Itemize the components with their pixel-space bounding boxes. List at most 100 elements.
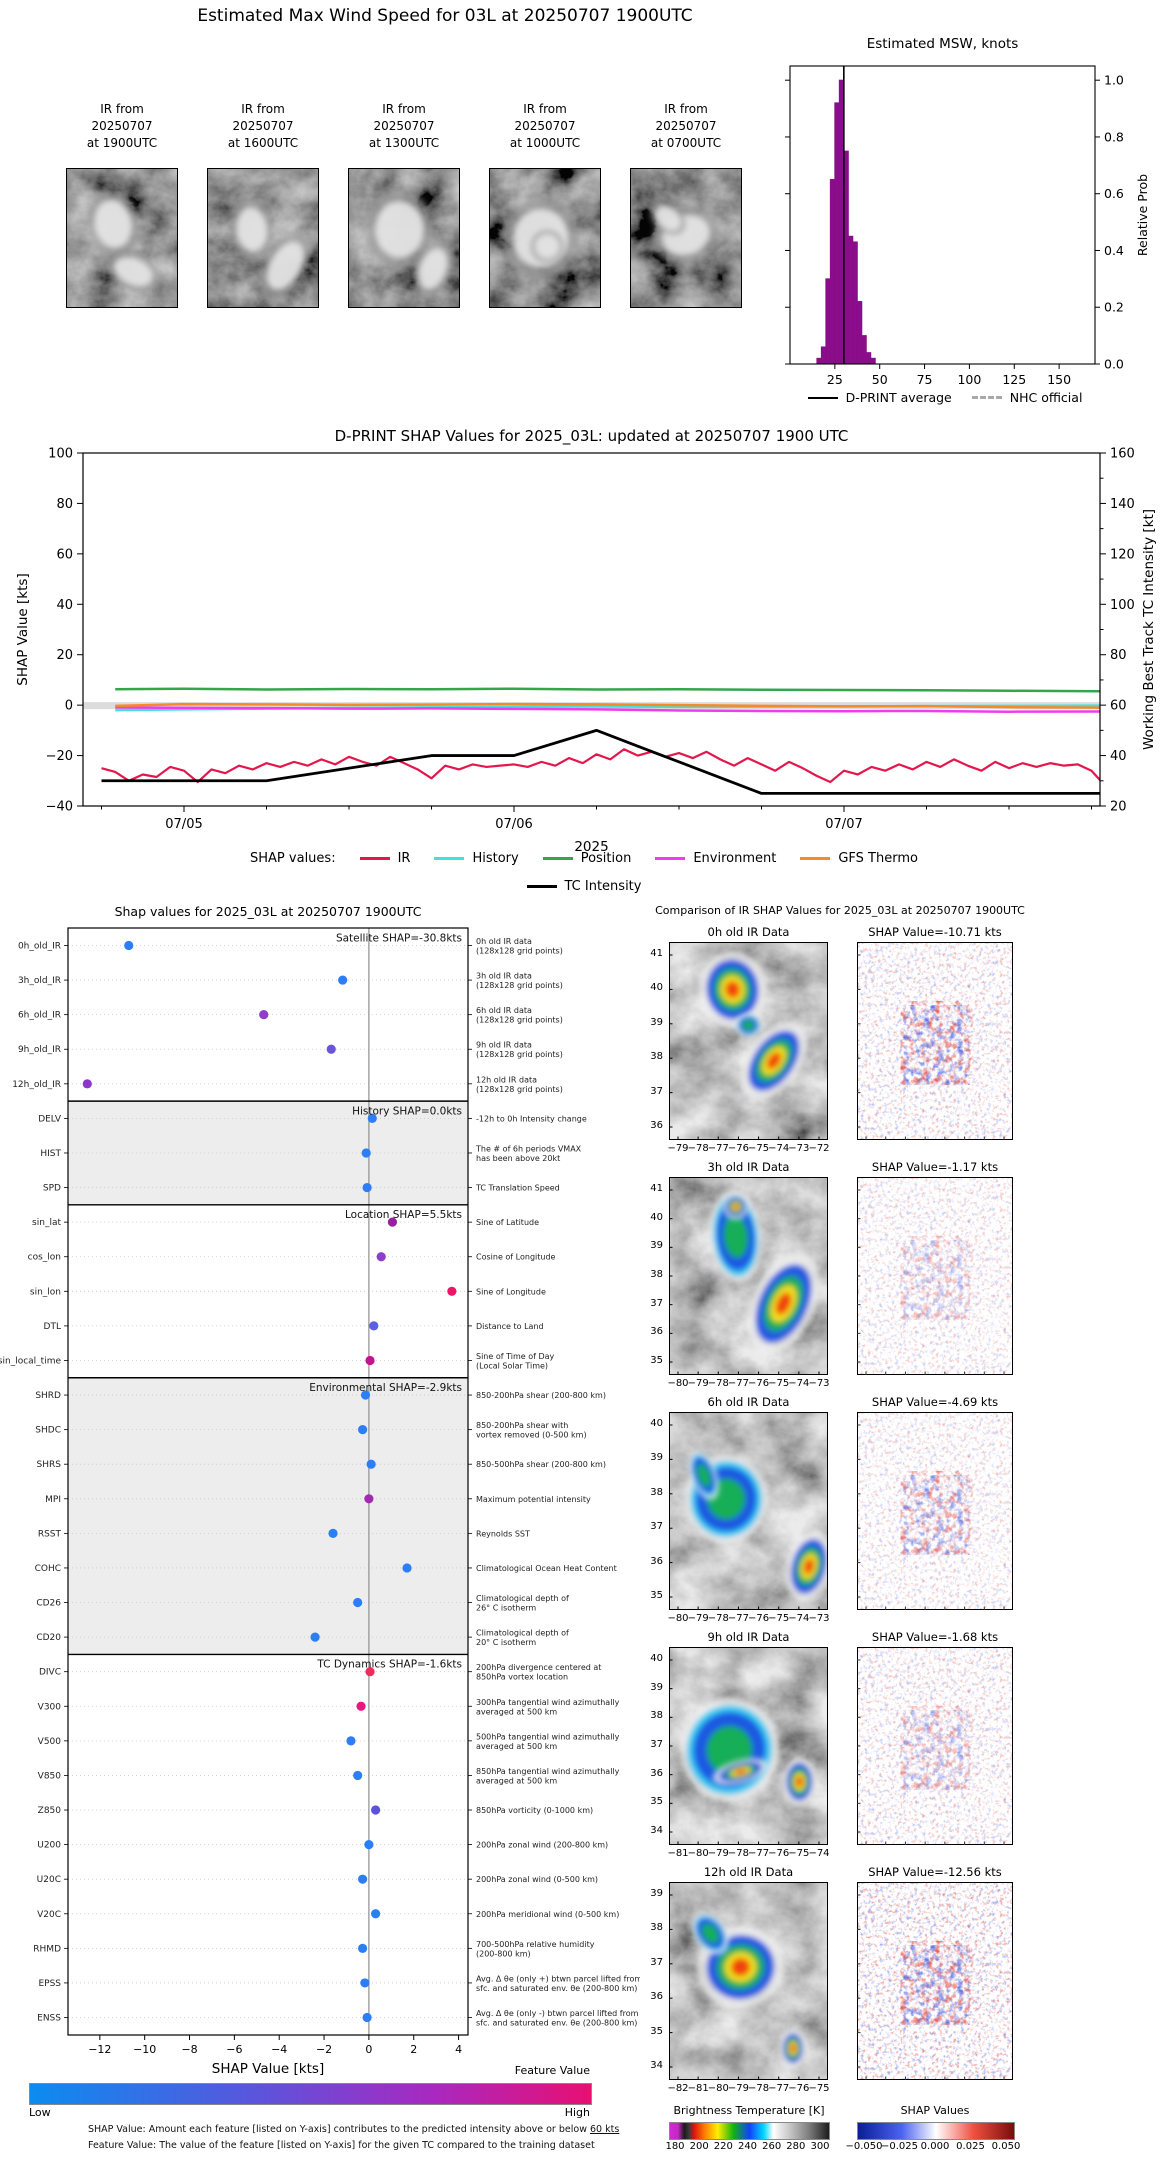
ir-thumbnail-image (207, 168, 319, 308)
ts-ytick-right: 120 (1110, 547, 1135, 562)
lat-tick-label: 36 (650, 1120, 663, 1131)
feature-description: Avg. Δ θe (only -) btwn parcel lifted fr… (476, 2009, 639, 2028)
lon-tick-label: −76 (748, 1378, 770, 1389)
histogram-bar (865, 352, 872, 365)
dotplot-xtick: −10 (133, 2043, 156, 2056)
lon-tick-label: −80 (667, 1613, 689, 1624)
bt-colorbar-tick: 280 (786, 2141, 806, 2152)
histogram-xtick: 100 (957, 372, 981, 387)
ts-ytick-left: 40 (56, 598, 73, 613)
shap-dot (353, 1597, 363, 1608)
dotplot-xlabel: SHAP Value [kts] (212, 2061, 324, 2077)
lon-tick-label: −77 (748, 1848, 770, 1859)
shap-dot (371, 1805, 381, 1815)
nhc-official-swatch (971, 396, 1002, 399)
ir-data-image (669, 942, 828, 1140)
feature-label: ENSS (37, 2014, 61, 2024)
convection-blob (691, 1912, 729, 1955)
feature-label: CD20 (36, 1633, 61, 1643)
lon-tick-label: −75 (788, 1848, 810, 1859)
lat-tick-label: 39 (650, 1681, 663, 1693)
feature-value-colorbar-label: Feature Value (514, 2064, 590, 2077)
feature-description: Maximum potential intensity (476, 1495, 591, 1504)
ts-ytick-left: 60 (56, 547, 73, 562)
lon-tick-label: −73 (788, 1143, 810, 1154)
convection-blob (780, 2028, 807, 2068)
feature-label: CD26 (36, 1599, 61, 1609)
ts-legend-caption: SHAP values: (250, 851, 336, 866)
lat-tick-label: 35 (650, 1590, 663, 1601)
histogram-bar (816, 357, 822, 365)
convection-blob (740, 1021, 808, 1100)
feature-label: SHRD (35, 1391, 61, 1401)
ir-thumbnail-label: IR from 20250707 at 1000UTC (509, 102, 581, 150)
ts-ytick-right: 20 (1110, 800, 1127, 815)
shap-dot (362, 1182, 372, 1193)
histogram-ytick: 0.2 (1104, 300, 1124, 315)
cloud-blob (259, 232, 312, 300)
section-shading (68, 1377, 468, 1655)
bt-colorbar-tick: 240 (737, 2141, 758, 2152)
ts-legend-item: History (434, 851, 519, 866)
feature-label: V20C (37, 1910, 61, 1920)
ts-ytick-left: 100 (48, 447, 73, 462)
shap-dot (358, 1425, 368, 1435)
legend-label: Position (580, 851, 632, 866)
feature-label: 6h_old_IR (18, 1011, 61, 1021)
lon-tick-label: −74 (808, 1848, 830, 1859)
ts-legend-item: TC Intensity (526, 879, 642, 894)
feature-description: 200hPa zonal wind (0-500 km) (476, 1875, 598, 1884)
cloud-blob (413, 240, 453, 298)
convection-blob (698, 950, 767, 1029)
ts-xlabel: 2025 (574, 839, 608, 855)
feature-description: Cosine of Longitude (476, 1253, 556, 1262)
shap-dot (360, 1978, 370, 1988)
ts-legend-item: GFS Thermo (800, 851, 918, 866)
series-position (115, 687, 1100, 693)
ts-xtick: 07/05 (165, 817, 202, 832)
feature-label: sin_lat (32, 1218, 61, 1228)
feature-label: MPI (45, 1495, 61, 1505)
histogram-ytick: 0.6 (1104, 186, 1124, 201)
lat-tick-label: 40 (650, 982, 663, 994)
legend-swatch-position (542, 857, 573, 860)
histogram-xtick: 25 (827, 372, 843, 387)
legend-swatch-ir (359, 857, 390, 860)
feature-label: 3h_old_IR (18, 976, 61, 986)
lat-tick-label: 38 (650, 1051, 663, 1063)
section-shap-annotation: Environmental SHAP=-2.9kts (309, 1382, 462, 1394)
ts-xtick: 07/06 (495, 817, 532, 832)
ir-thumbnail-label: IR from 20250707 at 1600UTC (227, 102, 299, 150)
lat-tick-label: 37 (650, 1085, 663, 1097)
feature-label: Z850 (38, 1806, 62, 1816)
legend-label: NHC official (1009, 390, 1083, 405)
convection-blob (688, 1450, 720, 1501)
section-shap-annotation: Satellite SHAP=-30.8kts (336, 933, 462, 945)
lon-tick-label: −79 (687, 1378, 709, 1389)
feature-label: COHC (35, 1564, 61, 1574)
shap-dot (364, 1494, 374, 1504)
legend-label: TC Intensity (564, 879, 642, 894)
lon-tick-label: −79 (707, 1848, 729, 1859)
shap-dot (365, 1667, 375, 1677)
shap-value-title: SHAP Value=-4.69 kts (871, 1395, 999, 1409)
legend-swatch-environment (655, 857, 686, 860)
lat-tick-label: 39 (650, 1452, 663, 1464)
histogram-bar (856, 301, 863, 365)
feature-label: SHRS (37, 1460, 62, 1470)
feature-value-low-label: Low (29, 2106, 51, 2119)
lat-tick-label: 37 (650, 1521, 663, 1533)
ts-legend-item: IR (359, 851, 410, 866)
shap-dot (361, 1148, 371, 1158)
bt-colorbar-tick: 200 (689, 2141, 709, 2152)
feature-description: 850-200hPa shear with vortex removed (0-5… (476, 1421, 587, 1440)
ir-comparison-title: Comparison of IR SHAP Values for 2025_03… (655, 904, 1025, 917)
lon-tick-label: −80 (707, 2083, 729, 2094)
shap-value-image (857, 1177, 1013, 1375)
footnote-line: Feature Value: The value of the feature … (88, 2140, 595, 2151)
section-shap-annotation: Location SHAP=5.5kts (345, 1209, 462, 1221)
convection-blob (722, 1193, 749, 1220)
bt-colorbar-tick: 300 (810, 2141, 830, 2152)
feature-label: sin_local_time (0, 1356, 61, 1366)
feature-description: Sine of Latitude (476, 1218, 539, 1227)
